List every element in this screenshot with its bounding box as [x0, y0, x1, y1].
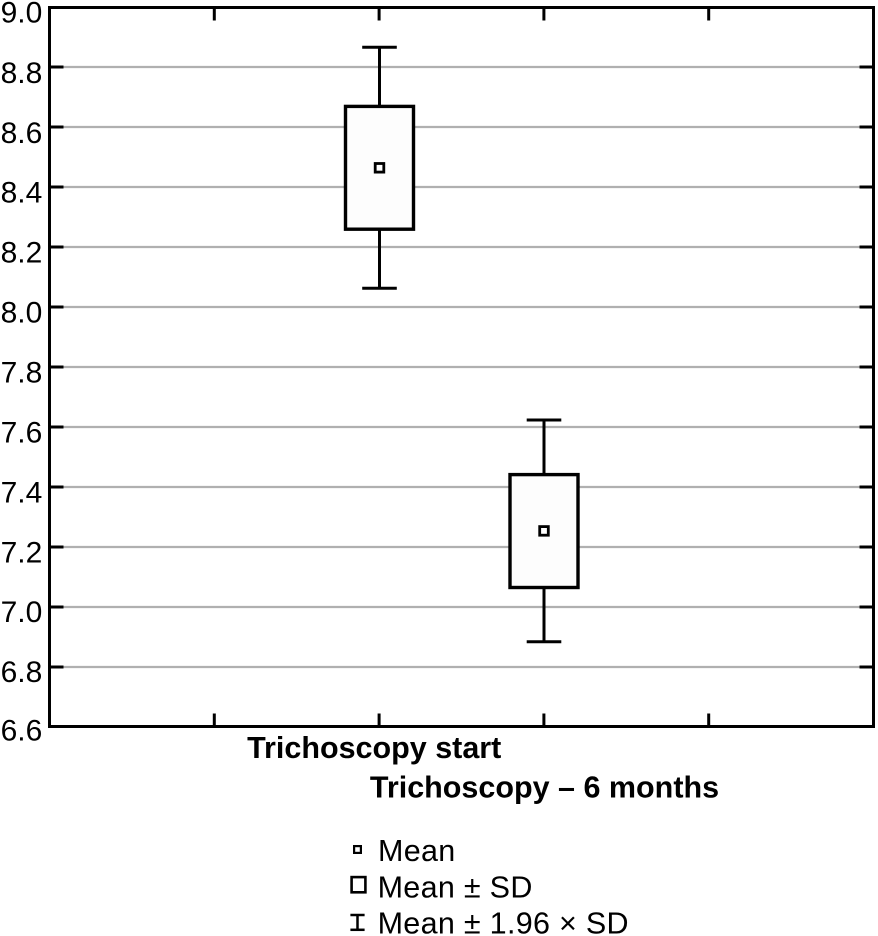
- svg-text:8.4: 8.4: [1, 177, 43, 210]
- svg-text:Mean: Mean: [378, 834, 456, 868]
- svg-text:8.0: 8.0: [1, 297, 43, 330]
- svg-text:6.6: 6.6: [1, 715, 43, 748]
- svg-text:7.4: 7.4: [1, 476, 43, 509]
- svg-text:7.2: 7.2: [1, 536, 43, 569]
- svg-text:6.8: 6.8: [1, 656, 43, 689]
- svg-text:8.2: 8.2: [1, 237, 43, 270]
- svg-text:7.6: 7.6: [1, 416, 43, 449]
- svg-text:Mean ± SD: Mean ± SD: [378, 871, 533, 905]
- svg-text:Mean ± 1.96 × SD: Mean ± 1.96 × SD: [378, 907, 629, 936]
- svg-text:Trichoscopy – 6 months: Trichoscopy – 6 months: [370, 771, 719, 805]
- svg-text:7.0: 7.0: [1, 596, 43, 629]
- svg-text:8.8: 8.8: [1, 57, 43, 90]
- svg-text:Trichoscopy start: Trichoscopy start: [247, 731, 501, 765]
- svg-text:9.0: 9.0: [1, 0, 43, 30]
- svg-text:7.8: 7.8: [1, 357, 43, 390]
- svg-text:8.6: 8.6: [1, 117, 43, 150]
